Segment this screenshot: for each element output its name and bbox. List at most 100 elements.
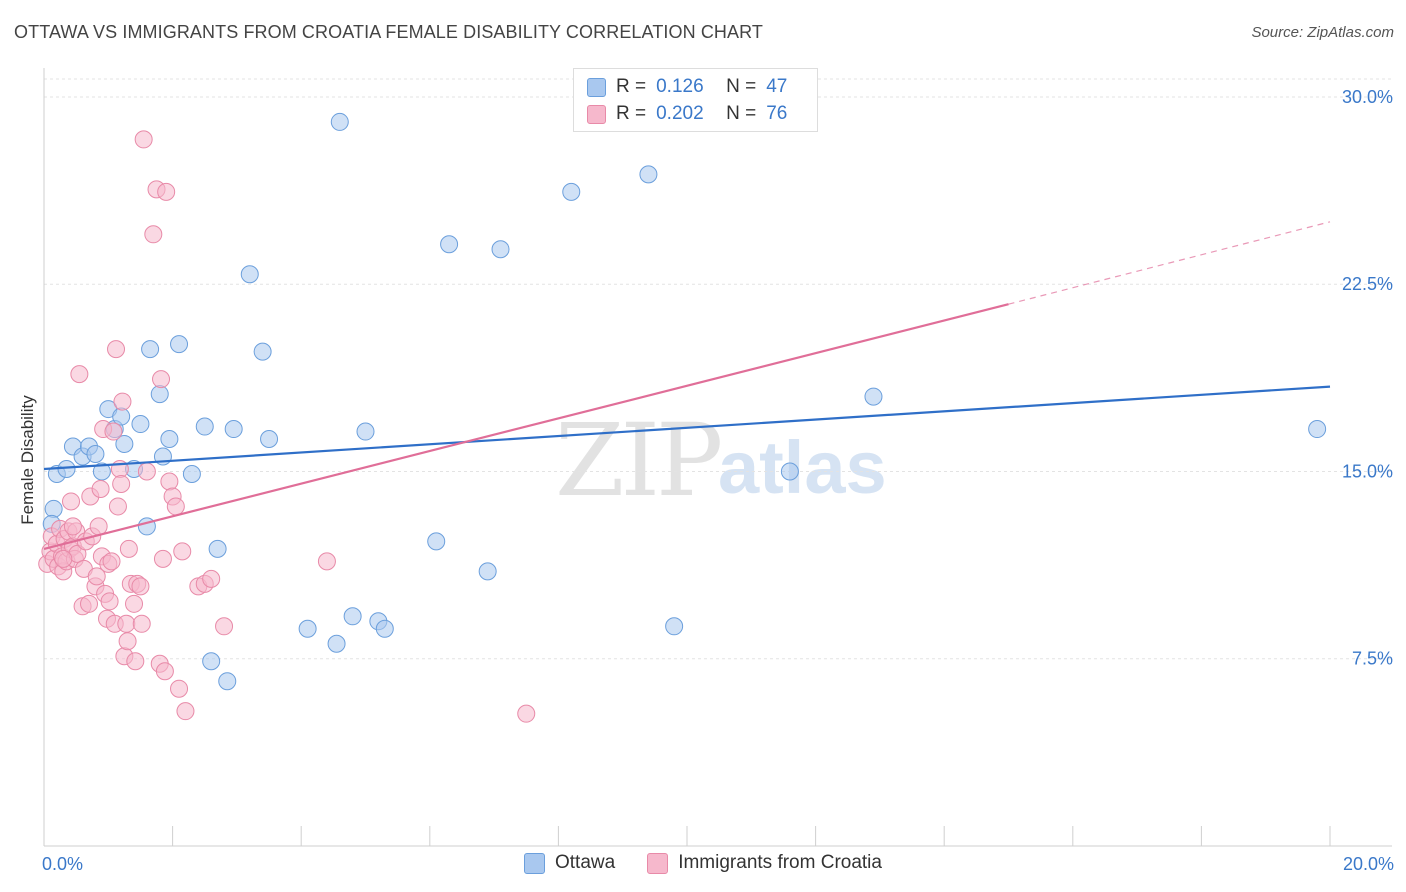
- croatia-point: [119, 539, 138, 558]
- y-tick-label: 15.0%: [1342, 461, 1393, 481]
- chart-title: OTTAWA VS IMMIGRANTS FROM CROATIA FEMALE…: [14, 22, 763, 42]
- croatia-point: [517, 704, 536, 723]
- croatia-point: [118, 632, 137, 651]
- ottawa-point: [440, 235, 459, 254]
- ottawa-point: [112, 407, 131, 426]
- n-value: 47: [766, 76, 788, 97]
- ottawa-point: [375, 619, 394, 638]
- ottawa-point: [639, 165, 658, 184]
- ottawa-point: [141, 340, 160, 359]
- legend-label-croatia: Immigrants from Croatia: [678, 852, 882, 873]
- ottawa-point: [260, 430, 279, 449]
- croatia-point: [132, 614, 151, 633]
- r-label: R =: [616, 103, 647, 124]
- ottawa-trend-line: [43, 385, 1331, 471]
- r-label: R =: [616, 76, 647, 97]
- croatia-point: [126, 652, 145, 671]
- ottawa-point: [150, 385, 169, 404]
- watermark-zip: ZIP: [555, 402, 723, 519]
- croatia-trend-line: [43, 303, 1009, 550]
- croatia-point: [102, 552, 121, 571]
- ottawa-point: [491, 240, 510, 259]
- croatia-point: [155, 662, 174, 681]
- ottawa-point: [92, 462, 111, 481]
- croatia-point: [89, 517, 108, 536]
- ottawa-point: [218, 672, 237, 691]
- n-value: 76: [766, 103, 788, 124]
- n-label: N =: [726, 76, 757, 97]
- ottawa-point: [356, 422, 375, 441]
- croatia-point: [108, 497, 127, 516]
- croatia-point: [107, 340, 126, 359]
- ottawa-point: [160, 430, 179, 449]
- ottawa-point: [115, 435, 134, 454]
- ottawa-point: [170, 335, 189, 354]
- croatia-point: [80, 594, 99, 613]
- ottawa-point: [562, 182, 581, 201]
- ottawa-point: [182, 464, 201, 483]
- r-value: 0.126: [656, 76, 704, 97]
- ottawa-point: [253, 342, 272, 361]
- croatia-point: [100, 592, 119, 611]
- croatia-point: [131, 577, 150, 596]
- ottawa-swatch-icon: [587, 77, 606, 97]
- ottawa-legend-icon: [524, 852, 545, 874]
- croatia-point: [134, 130, 153, 149]
- y-tick-label: 22.5%: [1342, 274, 1393, 294]
- legend-label-ottawa: Ottawa: [555, 852, 616, 873]
- croatia-point: [144, 225, 163, 244]
- croatia-point: [166, 497, 185, 516]
- source-label: Source: ZipAtlas.com: [1251, 24, 1394, 41]
- n-label: N =: [726, 103, 757, 124]
- ottawa-point: [202, 652, 221, 671]
- croatia-point: [87, 567, 106, 586]
- ottawa-point: [427, 532, 446, 551]
- croatia-point: [317, 552, 336, 571]
- croatia-point: [54, 549, 73, 568]
- ottawa-point: [224, 420, 243, 439]
- croatia-point: [117, 614, 136, 633]
- ottawa-point: [343, 607, 362, 626]
- croatia-point: [202, 569, 221, 588]
- croatia-point: [113, 392, 132, 411]
- legend-item-ottawa: Ottawa: [524, 852, 615, 874]
- croatia-point: [112, 474, 131, 493]
- x-tick-label: 20.0%: [1343, 854, 1394, 874]
- ottawa-point: [780, 462, 799, 481]
- ottawa-point: [131, 415, 150, 434]
- ottawa-point: [327, 634, 346, 653]
- ottawa-point: [478, 562, 497, 581]
- watermark-atlas: atlas: [718, 426, 887, 509]
- ottawa-point: [665, 617, 684, 636]
- correlation-legend: R = 0.126 N = 47 R = 0.202 N = 76: [573, 68, 818, 132]
- legend-item-croatia: Immigrants from Croatia: [647, 852, 882, 874]
- croatia-point: [160, 472, 179, 491]
- croatia-point: [125, 594, 144, 613]
- croatia-point: [173, 542, 192, 561]
- croatia-point: [170, 679, 189, 698]
- ottawa-point: [195, 417, 214, 436]
- croatia-point: [104, 422, 123, 441]
- croatia-point: [91, 479, 110, 498]
- croatia-legend-icon: [647, 852, 669, 874]
- croatia-point: [153, 549, 172, 568]
- legend-row-croatia: R = 0.202 N = 76: [587, 102, 787, 126]
- legend-row-ottawa: R = 0.126 N = 47: [587, 75, 787, 99]
- croatia-point: [157, 182, 176, 201]
- x-tick-label: 0.0%: [42, 854, 83, 874]
- croatia-point: [176, 702, 195, 721]
- y-tick-label: 30.0%: [1342, 87, 1393, 107]
- croatia-trend-extension: [1008, 221, 1331, 305]
- croatia-point: [215, 617, 234, 636]
- ottawa-point: [44, 499, 63, 518]
- ottawa-point: [86, 445, 105, 464]
- croatia-point: [137, 462, 156, 481]
- croatia-point: [70, 365, 89, 384]
- croatia-point: [63, 517, 82, 536]
- ottawa-point: [330, 112, 349, 131]
- croatia-point: [62, 492, 81, 511]
- croatia-point: [152, 370, 171, 389]
- ottawa-point: [1308, 420, 1327, 439]
- series-legend: Ottawa Immigrants from Croatia: [0, 852, 1406, 874]
- ottawa-point: [298, 619, 317, 638]
